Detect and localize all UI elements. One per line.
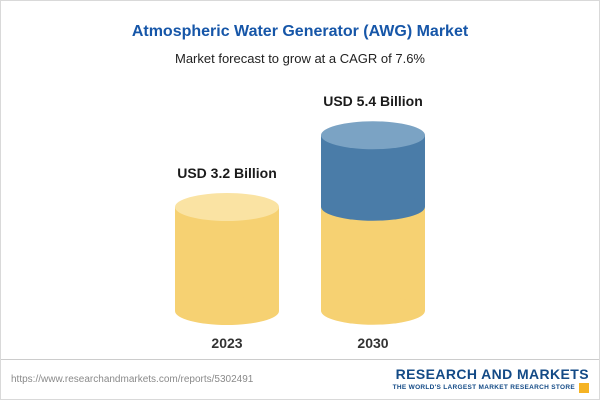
- bar-2030: USD 5.4 Billion 2030: [321, 93, 425, 351]
- cylinder-bar-chart: USD 3.2 Billion 2023 USD 5.4 Billion 2030: [1, 66, 599, 359]
- cylinder-2023: [175, 193, 279, 325]
- brand-tagline-row: THE WORLD'S LARGEST MARKET RESEARCH STOR…: [392, 382, 589, 393]
- category-label: 2030: [357, 335, 389, 351]
- brand-tagline: THE WORLD'S LARGEST MARKET RESEARCH STOR…: [392, 384, 575, 391]
- brand-logo-icon: [579, 382, 589, 393]
- page-subtitle: Market forecast to grow at a CAGR of 7.6…: [175, 51, 425, 66]
- value-label: USD 5.4 Billion: [323, 93, 423, 109]
- report-url: https://www.researchandmarkets.com/repor…: [11, 374, 254, 385]
- brand-name: RESEARCH AND MARKETS: [395, 365, 589, 382]
- value-label: USD 3.2 Billion: [177, 165, 277, 181]
- footer: https://www.researchandmarkets.com/repor…: [1, 359, 599, 399]
- category-label: 2023: [211, 335, 243, 351]
- brand-logo: RESEARCH AND MARKETS THE WORLD'S LARGEST…: [393, 367, 589, 393]
- cylinder-2030: [321, 121, 425, 325]
- page-title: Atmospheric Water Generator (AWG) Market: [131, 23, 469, 40]
- bar-2023: USD 3.2 Billion 2023: [175, 165, 279, 351]
- chart-header: Atmospheric Water Generator (AWG) Market…: [1, 1, 599, 66]
